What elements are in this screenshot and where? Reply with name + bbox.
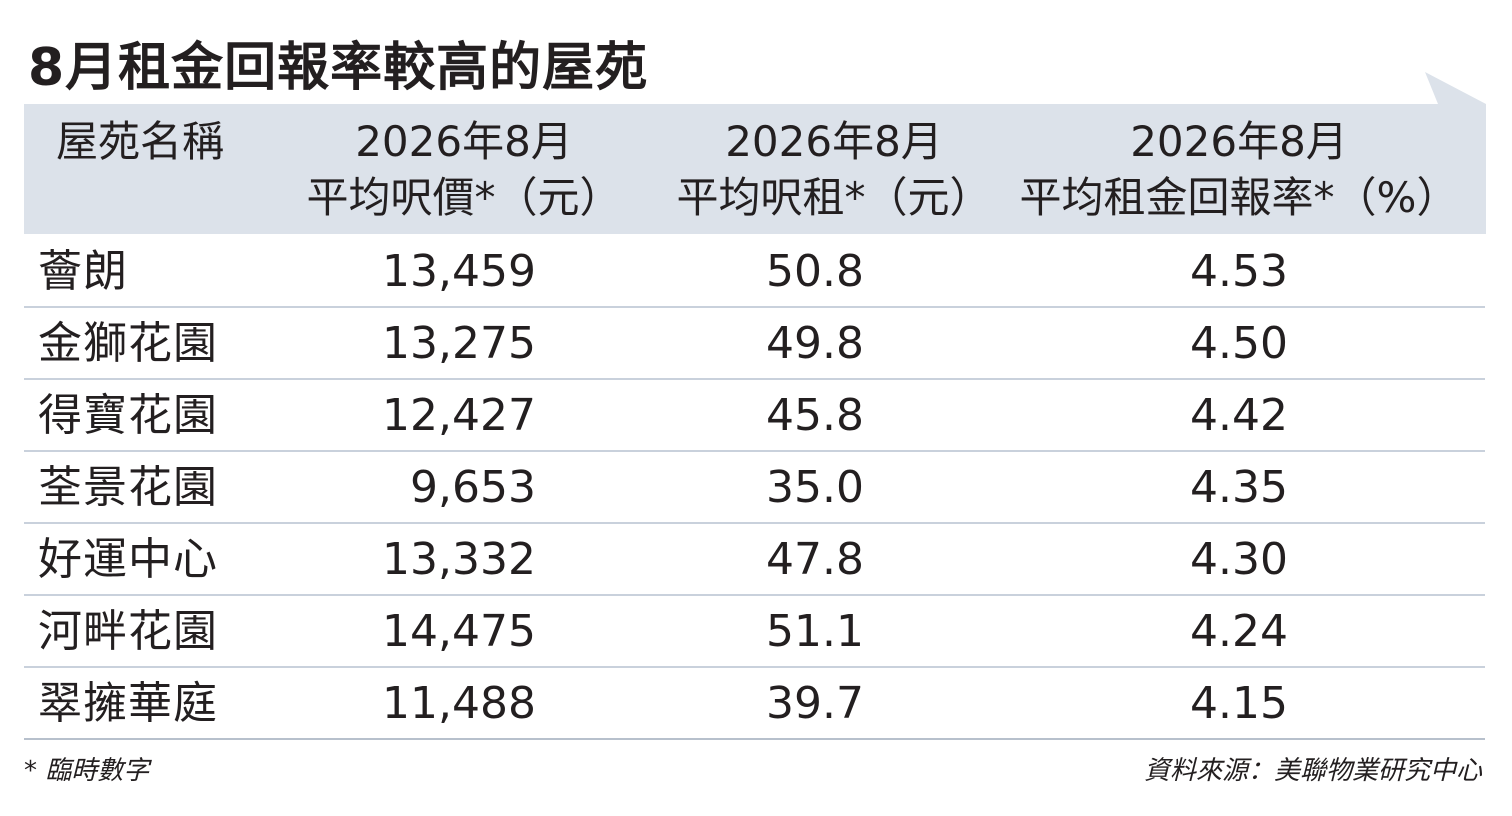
avg-price: 13,275 [382, 318, 536, 369]
footnote: * 臨時數字 [24, 756, 150, 786]
estate-name: 荃景花園 [38, 462, 218, 513]
estate-name: 翠擁華庭 [38, 678, 218, 729]
avg-rent: 35.0 [766, 462, 864, 513]
table-row: 金獅花園 13,275 49.8 4.50 [24, 308, 1485, 380]
table-row: 河畔花園 14,475 51.1 4.24 [24, 596, 1485, 668]
header-name: 屋苑名稱 [56, 114, 224, 170]
estate-name: 好運中心 [38, 534, 218, 585]
avg-yield: 4.35 [1190, 462, 1288, 513]
table-body: 薈朗 13,459 50.8 4.53 金獅花園 13,275 49.8 4.5… [24, 236, 1485, 740]
header-price: 2026年8月 平均呎價*（元） [294, 114, 634, 226]
estate-name: 金獅花園 [38, 318, 218, 369]
estate-name: 得寶花園 [38, 390, 218, 441]
estate-name: 河畔花園 [38, 606, 218, 657]
header-rent: 2026年8月 平均呎租*（元） [644, 114, 1024, 226]
avg-rent: 45.8 [766, 390, 864, 441]
header-band-shape [24, 72, 1486, 234]
header-name-label: 屋苑名稱 [56, 117, 225, 166]
avg-rent: 51.1 [766, 606, 864, 657]
header-yield: 2026年8月 平均租金回報率*（%） [1019, 114, 1459, 226]
page-title: 8月租金回報率較高的屋苑 [28, 38, 649, 98]
avg-yield: 4.30 [1190, 534, 1288, 585]
avg-price: 13,332 [382, 534, 536, 585]
avg-price: 13,459 [382, 246, 536, 297]
header-yield-line2: 平均租金回報率*（%） [1019, 173, 1459, 222]
header-yield-line1: 2026年8月 [1130, 117, 1348, 166]
table-row: 翠擁華庭 11,488 39.7 4.15 [24, 668, 1485, 740]
avg-yield: 4.53 [1190, 246, 1288, 297]
header-band [24, 72, 1486, 234]
header-rent-line2: 平均呎租*（元） [676, 173, 992, 222]
table-row: 荃景花園 9,653 35.0 4.35 [24, 452, 1485, 524]
estate-name: 薈朗 [38, 246, 128, 297]
avg-price: 9,653 [410, 462, 536, 513]
header-price-line1: 2026年8月 [355, 117, 573, 166]
avg-price: 11,488 [382, 678, 536, 729]
avg-rent: 47.8 [766, 534, 864, 585]
table-header: 屋苑名稱 2026年8月 平均呎價*（元） 2026年8月 平均呎租*（元） 2… [24, 104, 1485, 234]
source-credit: 資料來源：美聯物業研究中心 [1143, 756, 1482, 786]
avg-price: 12,427 [382, 390, 536, 441]
table-row: 薈朗 13,459 50.8 4.53 [24, 236, 1485, 308]
avg-price: 14,475 [382, 606, 536, 657]
header-price-line2: 平均呎價*（元） [306, 173, 622, 222]
avg-yield: 4.50 [1190, 318, 1288, 369]
avg-yield: 4.42 [1190, 390, 1288, 441]
avg-rent: 39.7 [766, 678, 864, 729]
avg-yield: 4.15 [1190, 678, 1288, 729]
avg-yield: 4.24 [1190, 606, 1288, 657]
table-row: 得寶花園 12,427 45.8 4.42 [24, 380, 1485, 452]
header-rent-line1: 2026年8月 [725, 117, 943, 166]
table-row: 好運中心 13,332 47.8 4.30 [24, 524, 1485, 596]
avg-rent: 49.8 [766, 318, 864, 369]
avg-rent: 50.8 [766, 246, 864, 297]
